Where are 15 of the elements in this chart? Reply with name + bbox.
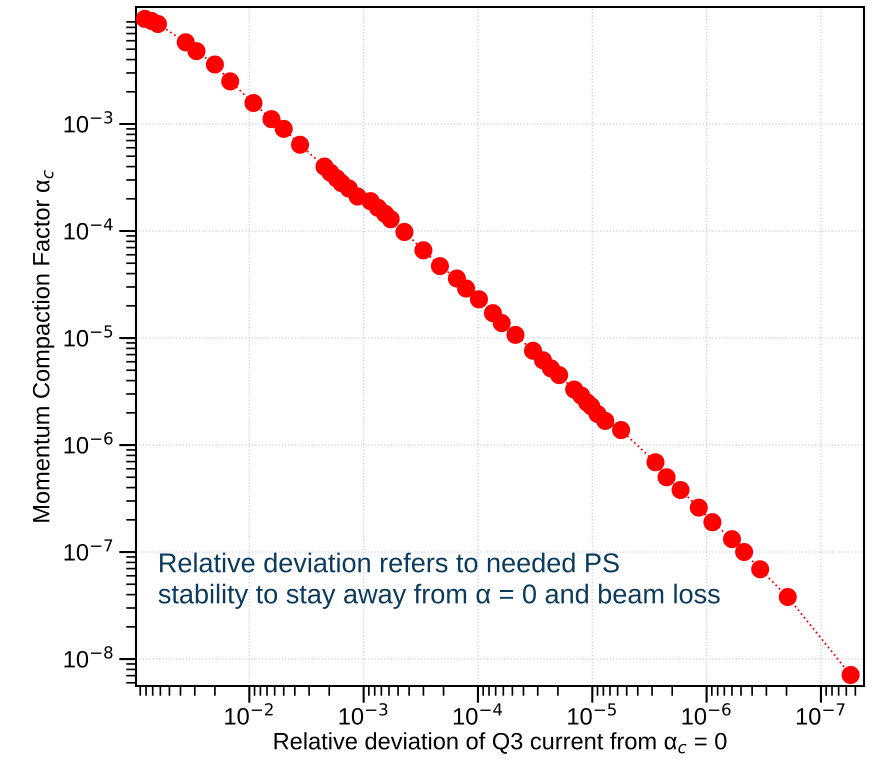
x-tick-label: 10$^{−6}$	[682, 703, 731, 725]
y-axis-title: Momentum Compaction Factor α$_{c}$	[32, 170, 54, 522]
y-tick-label: 10$^{−3}$	[64, 111, 112, 133]
x-tick-label: 10$^{−4}$	[454, 703, 502, 725]
x-tick-label: 10$^{−7}$	[796, 703, 845, 725]
y-tick-label: 10$^{−6}$	[64, 432, 113, 454]
annotation: Relative deviation refers to needed PS stability to stay away from α = 0 and beam loss	[158, 552, 720, 609]
x-tick-label: 10$^{−2}$	[225, 703, 273, 725]
y-tick-label: 10$^{−7}$	[64, 539, 112, 561]
x-axis-title: Relative deviation of Q3 current from α$_{c}$ = 0	[274, 732, 726, 754]
y-tick-label: 10$^{−4}$	[64, 218, 113, 240]
y-tick-label: 10$^{−5}$	[64, 325, 112, 347]
x-tick-label: 10$^{−3}$	[340, 703, 388, 725]
x-tick-label: 10$^{−5}$	[568, 703, 616, 725]
y-tick-label: 10$^{−8}$	[64, 646, 112, 668]
